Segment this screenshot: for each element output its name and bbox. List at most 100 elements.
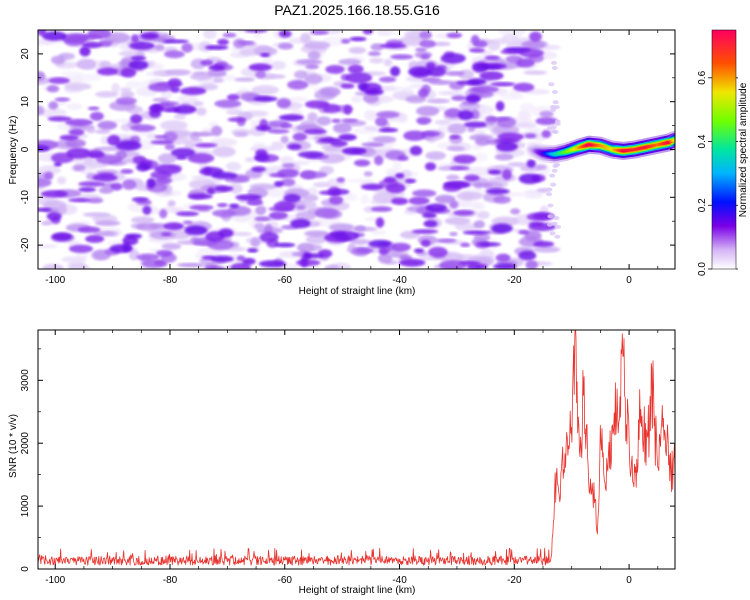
spectrogram-noise-cell [310,30,329,35]
spectrogram-noise-cell [255,70,267,79]
spectrogram-noise-cell [46,85,60,93]
spectrogram-noise-cell [89,111,104,121]
spectrogram-noise-cell [187,193,213,200]
spectrogram-noise-cell [288,96,308,102]
spectrogram-noise-cell [229,183,243,194]
spectrogram-noise-cell [498,30,527,36]
spectrogram-noise-cell [146,178,156,189]
spectrogram-noise-cell [139,32,160,40]
spectrogram-noise-cell [525,260,538,269]
spectrogram-noise-cell [555,224,562,229]
spectrogram-noise-cell [412,189,437,198]
spectrogram-noise-cell [416,116,432,125]
spectrogram-noise-cell [148,82,175,92]
spectrogram-noise-cell [258,260,287,268]
spectrogram-noise-cell [361,183,384,191]
spectrogram-noise-cell [125,80,144,88]
colorbar-tick-label: 0.0 [697,262,708,276]
snr-ylabel: SNR (10 * v/v) [8,414,19,478]
spectrogram-noise-cell [371,206,393,212]
spectrogram-noise-cell [212,209,237,218]
spectrogram-noise-cell [351,95,362,103]
spectrogram-noise-cell [343,104,353,115]
spectrogram-noise-cell [354,225,366,232]
spectrogram-noise-cell [233,131,249,137]
spectrogram-noise-cell [109,244,133,253]
spectrogram-noise-cell [94,220,121,226]
spectrogram-noise-cell [196,107,207,116]
spectrogram-noise-cell [210,138,238,147]
spectrogram-noise-cell [504,192,526,197]
spectrogram-noise-cell [474,152,488,162]
spectrogram-noise-cell [357,82,369,91]
spectrogram-noise-cell [426,98,451,104]
spectrogram-noise-cell [160,120,188,131]
spectrogram-noise-cell [47,116,72,122]
spectrogram-noise-cell [224,74,235,81]
spectrogram-noise-cell [247,248,259,253]
spectrogram-noise-cell [449,166,470,171]
spectrogram-noise-cell [179,87,207,96]
spectrogram-noise-cell [495,141,518,152]
spectrogram-noise-cell [549,173,556,178]
spectrogram-noise-cell [130,124,156,132]
spectrogram-noise-cell [517,110,532,121]
spectrogram-noise-cell [296,205,306,210]
spectrogram-noise-cell [488,169,502,175]
spectrogram-noise-cell [124,233,143,239]
colorbar: 0.0 0.2 0.4 0.6 Normalized spectral amplitu… [697,29,749,276]
spectrogram-noise-cell [375,116,388,127]
spectrogram-noise-cell [551,168,558,173]
colorbar-tick-label: 0.6 [697,70,708,84]
spectrogram-noise-cell [380,43,407,49]
spectrogram-noise-cell [533,241,555,248]
spectrogram-noise-cell [518,230,530,235]
spectrogram-noise-cell [250,237,261,248]
spectrogram-noise-cell [82,41,103,49]
spectrogram-noise-cell [38,71,46,81]
spectrogram-noise-cell [472,204,486,210]
spectrogram-noise-cell [59,135,79,141]
spectrogram-noise-cell [536,164,547,170]
spectrogram-noise-cell [78,187,97,193]
spectrogram-noise-cell [335,230,360,241]
spectrogram-noise-cell [51,55,65,65]
spectrogram-noise-cell [408,196,430,205]
spectrogram-noise-cell [348,46,366,54]
colorbar-scale [711,29,737,270]
spectrogram-noise-cell [361,142,385,147]
spectrogram-noise-cell [38,145,50,152]
spectrogram-noise-cell [98,187,114,194]
spectrogram-noise-cell [397,155,409,161]
spectrogram-noise-cell [546,192,552,197]
spectrogram-noise-cell [40,190,68,198]
spectrogram-noise-cell [425,203,448,213]
spectrogram-noise-cell [421,77,442,83]
spectrogram-noise-cell [287,80,309,90]
spectrogram-noise-cell [416,106,440,117]
spectrogram-noise-cell [120,59,132,70]
spectrogram-noise-cell [473,220,485,229]
spectrogram-noise-cell [68,244,94,253]
spectrogram-noise-cell [170,148,196,158]
spectrogram-noise-cell [547,203,554,208]
spectrogram-noise-cell [379,248,389,256]
spectrogram-noise-cell [552,100,559,105]
spectrogram-noise-cell [154,134,168,140]
spectrogram-noise-cell [191,131,215,137]
spectrogram-noise-cell [474,64,501,70]
spectrogram-noise-cell [60,71,84,76]
spectrogram-noise-cell [207,239,235,251]
spectrogram-noise-cell [345,72,373,84]
spectrogram-noise-cell [254,216,271,222]
spectrogram-noise-cell [341,38,351,44]
spectrogram-noise-cell [95,154,123,165]
spectrogram-noise-cell [151,104,161,113]
spectrogram-noise-cell [274,242,296,248]
spectrogram-noise-cell [249,145,276,152]
spectrogram-noise-cell [307,50,321,61]
spectrogram-noise-cell [110,182,123,191]
spectrogram-noise-cell [550,129,557,134]
spectrogram-noise-cell [66,147,91,159]
spectrogram-noise-cell [42,31,67,41]
